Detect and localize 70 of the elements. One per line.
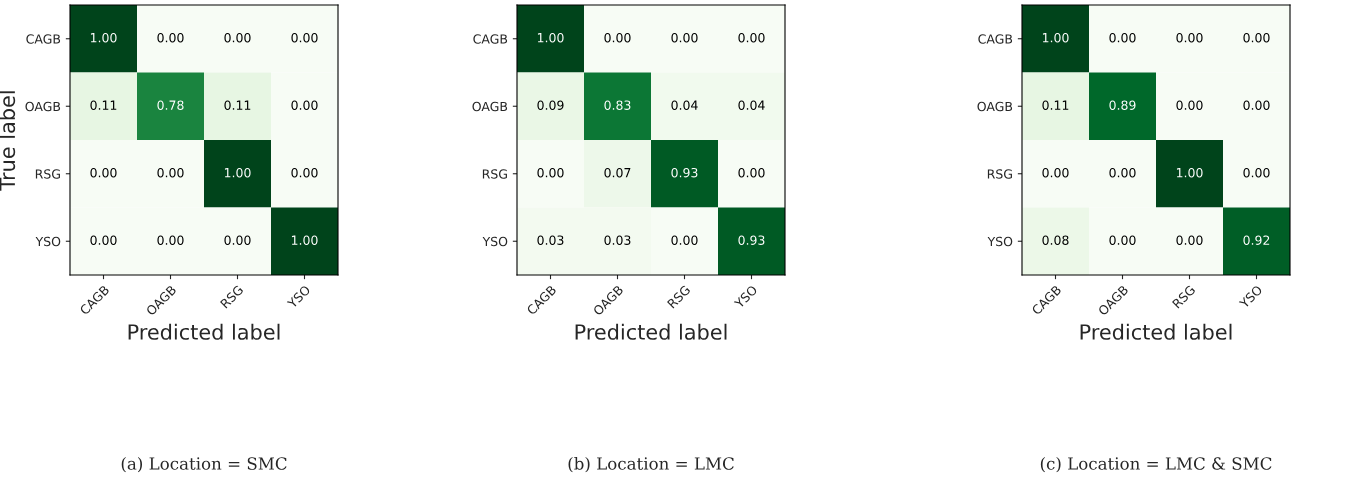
y-axis-title: True label — [0, 91, 16, 191]
data-label: 0.11 — [1042, 100, 1069, 110]
x-axis-title: Predicted label — [128, 323, 280, 340]
data-label: 0.00 — [157, 32, 184, 43]
data-label: 0.00 — [1243, 32, 1270, 43]
data-label: 0.00 — [291, 100, 318, 110]
data-label: 0.03 — [537, 235, 564, 245]
data-label: 0.00 — [90, 167, 117, 178]
data-label: 1.00 — [90, 32, 117, 43]
data-label: 0.00 — [224, 32, 251, 43]
data-label: 0.00 — [1042, 167, 1069, 178]
data-label: 0.78 — [157, 100, 184, 110]
data-label: 0.00 — [90, 235, 117, 245]
data-label: 0.04 — [671, 100, 698, 110]
y-tick-label: OAGB — [472, 101, 508, 112]
data-label: 0.92 — [1243, 235, 1270, 245]
x-tick-label: YSO — [1238, 284, 1263, 309]
data-label: 0.09 — [537, 100, 564, 110]
data-label: 0.11 — [90, 100, 117, 110]
x-tick-label: YSO — [733, 284, 758, 309]
x-axis-title: Predicted label — [1080, 323, 1232, 340]
data-label: 0.00 — [671, 32, 698, 43]
data-label: 0.11 — [224, 100, 251, 110]
data-label: 0.00 — [291, 167, 318, 178]
y-tick-label: RSG — [482, 169, 507, 179]
data-label: 1.00 — [291, 235, 318, 245]
data-label: 0.00 — [1109, 235, 1136, 245]
data-label: 0.00 — [1176, 235, 1203, 245]
data-label: 0.93 — [671, 167, 698, 178]
data-label: 0.00 — [671, 235, 698, 245]
text: (a) Location = SMC — [121, 456, 287, 473]
data-label: 0.89 — [1109, 100, 1136, 110]
data-label: 0.00 — [1243, 167, 1270, 178]
y-tick-label: YSO — [987, 236, 1013, 247]
data-label: 0.00 — [738, 32, 765, 43]
data-label: 0.00 — [291, 32, 318, 43]
data-label: 0.00 — [1176, 100, 1203, 110]
data-label: 1.00 — [1042, 32, 1069, 43]
data-label: 0.00 — [1109, 32, 1136, 43]
data-label: 0.00 — [604, 32, 631, 43]
y-tick-label: YSO — [35, 236, 61, 247]
data-label: 0.00 — [157, 235, 184, 245]
data-label: 0.07 — [604, 167, 631, 178]
data-label: 0.03 — [604, 235, 631, 245]
y-tick-label: RSG — [987, 169, 1012, 179]
data-label: 0.00 — [537, 167, 564, 178]
x-axis-title: Predicted label — [575, 323, 727, 340]
data-label: 0.04 — [738, 100, 765, 110]
y-tick-label: CAGB — [978, 34, 1013, 44]
y-tick-label: RSG — [35, 169, 60, 179]
data-label: 1.00 — [224, 167, 251, 178]
y-tick-label: OAGB — [977, 101, 1013, 112]
data-label: 0.93 — [738, 235, 765, 245]
data-label: 0.00 — [157, 167, 184, 178]
data-label: 0.00 — [738, 167, 765, 178]
y-tick-label: CAGB — [26, 34, 61, 44]
data-label: 1.00 — [1176, 167, 1203, 178]
x-tick-label: YSO — [286, 284, 311, 309]
data-label: 0.08 — [1042, 235, 1069, 245]
data-label: 0.00 — [1109, 167, 1136, 178]
y-tick-label: YSO — [482, 236, 508, 247]
data-label: 0.00 — [1176, 32, 1203, 43]
y-tick-label: OAGB — [25, 101, 61, 112]
data-label: 0.83 — [604, 100, 631, 110]
data-label: 1.00 — [537, 32, 564, 43]
text: (c) Location = LMC & SMC — [1040, 456, 1272, 473]
data-label: 0.00 — [224, 235, 251, 245]
y-tick-label: CAGB — [473, 34, 508, 44]
text: (b) Location = LMC — [568, 456, 734, 473]
data-label: 0.00 — [1243, 100, 1270, 110]
